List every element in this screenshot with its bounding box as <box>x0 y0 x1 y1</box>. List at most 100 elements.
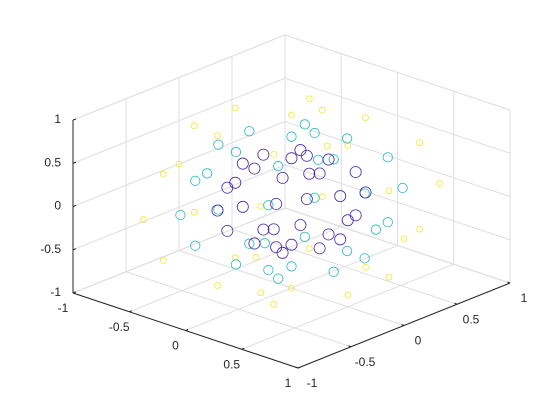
y-tick-label: 1 <box>521 291 528 305</box>
z-tick-label: -1 <box>50 285 61 299</box>
marker <box>349 166 362 179</box>
marker <box>294 219 307 232</box>
marker <box>313 242 326 255</box>
marker <box>318 106 326 114</box>
marker <box>344 141 352 149</box>
marker <box>231 254 239 262</box>
marker <box>248 237 261 250</box>
marker <box>190 122 198 130</box>
marker <box>276 246 289 259</box>
marker <box>318 193 326 201</box>
marker <box>382 152 393 163</box>
y-tick-label: 0.5 <box>463 312 480 326</box>
x-tick-label: 0.5 <box>223 357 240 371</box>
z-tick <box>72 291 77 294</box>
marker <box>230 259 242 270</box>
marker <box>385 187 393 195</box>
marker <box>300 193 313 206</box>
marker <box>299 119 310 130</box>
z-tick <box>72 248 77 251</box>
marker <box>190 240 201 251</box>
marker <box>263 264 274 276</box>
marker <box>257 202 265 210</box>
x-tick-label: -0.5 <box>109 320 130 334</box>
grid-line <box>284 207 511 284</box>
grid-line <box>72 34 286 121</box>
marker <box>286 261 297 272</box>
marker <box>400 235 408 243</box>
marker <box>416 139 424 146</box>
marker <box>349 209 362 222</box>
y-tick <box>348 345 352 348</box>
marker <box>214 282 221 289</box>
marker <box>285 238 298 251</box>
marker <box>221 224 234 237</box>
marker <box>273 161 284 172</box>
marker <box>263 200 274 211</box>
marker <box>252 253 260 261</box>
z-tick-label: 0.5 <box>44 155 61 169</box>
marker <box>257 223 270 236</box>
marker <box>236 200 249 213</box>
marker <box>286 131 297 142</box>
marker <box>334 190 347 203</box>
marker <box>213 204 224 215</box>
marker <box>276 171 289 184</box>
marker <box>436 180 443 187</box>
marker <box>362 114 369 121</box>
x-tick-label: 0 <box>172 339 179 353</box>
marker <box>285 152 298 165</box>
y-tick-label: 0 <box>415 334 422 348</box>
marker <box>248 162 261 175</box>
marker <box>341 214 354 227</box>
marker <box>270 300 278 308</box>
z-tick-label: 1 <box>54 112 61 126</box>
marker <box>359 188 370 199</box>
y-tick-label: -1 <box>307 376 318 390</box>
marker <box>303 167 316 180</box>
grid-line <box>284 77 511 154</box>
marker <box>385 273 393 281</box>
marker <box>159 170 167 178</box>
marker <box>370 224 381 235</box>
grid-line <box>284 121 511 197</box>
marker <box>244 126 255 137</box>
z-tick-label: -0.5 <box>40 242 61 256</box>
marker <box>267 223 280 236</box>
marker <box>190 208 198 216</box>
marker <box>213 139 224 150</box>
z-tick-label: 0 <box>54 199 61 213</box>
marker <box>221 181 234 194</box>
marker <box>175 160 183 168</box>
marker <box>341 245 353 257</box>
marker <box>305 245 313 253</box>
marker <box>288 111 295 119</box>
marker <box>328 154 339 165</box>
marker <box>140 216 147 223</box>
marker <box>334 233 347 246</box>
marker <box>288 284 295 292</box>
marker <box>202 168 213 179</box>
marker <box>159 257 167 264</box>
y-tick <box>401 324 405 326</box>
marker <box>382 217 393 228</box>
grid-line <box>72 164 286 251</box>
marker <box>344 291 352 299</box>
grid-line <box>284 34 511 111</box>
grid-line <box>72 77 286 164</box>
y-tick <box>454 302 458 305</box>
marker <box>270 150 278 158</box>
marker <box>231 104 239 112</box>
marker <box>300 149 313 162</box>
marker <box>190 175 201 186</box>
marker <box>175 209 186 221</box>
grid-line <box>72 207 286 294</box>
marker <box>313 154 324 165</box>
marker <box>309 127 320 139</box>
y-tick <box>507 281 511 284</box>
marker <box>309 192 320 203</box>
marker <box>322 228 335 241</box>
x-tick <box>297 366 301 369</box>
z-tick <box>72 205 77 207</box>
